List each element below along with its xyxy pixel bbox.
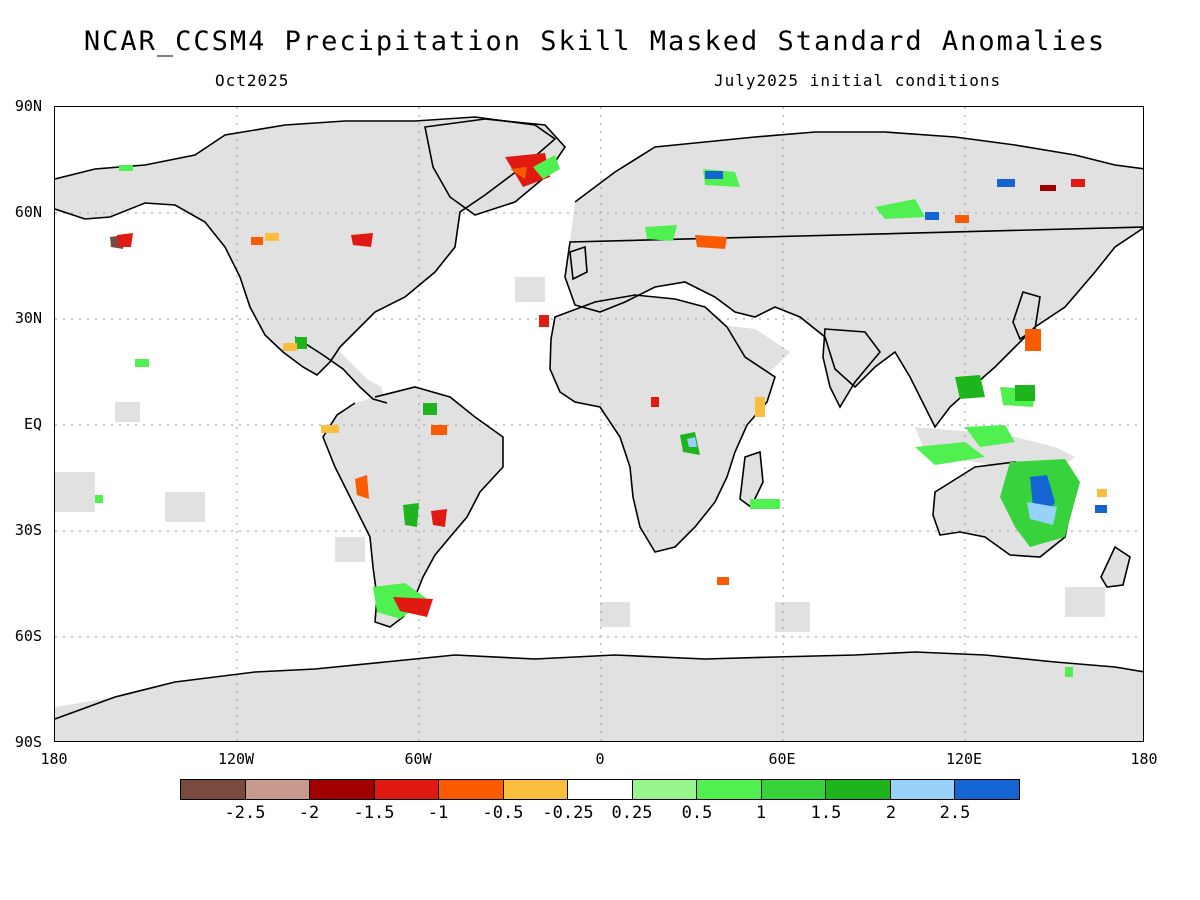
greenland-landmass (425, 119, 565, 215)
colorbar-label: -1.5 (353, 803, 395, 823)
lon-label-180e: 180 (1130, 750, 1158, 768)
anomaly-patches (95, 153, 1107, 677)
lon-label-0: 0 (595, 750, 605, 768)
madagascar-landmass (740, 452, 763, 507)
lon-label-120e: 120E (945, 750, 983, 768)
colorbar-cell (503, 780, 569, 799)
colorbar-cell (697, 780, 762, 799)
india-landmass (823, 329, 880, 407)
lat-label-60s: 60S (14, 627, 42, 645)
arabia-landmass (695, 322, 790, 377)
colorbar-label: -0.25 (542, 803, 594, 823)
africa-landmass (550, 295, 775, 552)
lon-label-60w: 60W (404, 750, 432, 768)
lon-label-120w: 120W (217, 750, 255, 768)
lat-label-60n: 60N (14, 203, 42, 221)
colorbar-label: -2.5 (224, 803, 266, 823)
colorbar-cell (374, 780, 440, 799)
lat-label-eq: EQ (23, 415, 42, 433)
north-america-landmass (55, 117, 555, 375)
colorbar-label: 2 (885, 803, 897, 823)
lon-label-60e: 60E (768, 750, 796, 768)
map-title: NCAR_CCSM4 Precipitation Skill Masked St… (83, 26, 1107, 57)
colorbar-label: -0.5 (482, 803, 524, 823)
initial-conditions: July2025 initial conditions (714, 71, 1002, 90)
lon-label-180w: 180 (40, 750, 68, 768)
central-america-landmass (295, 329, 387, 403)
map-canvas (55, 107, 1143, 741)
colorbar-cell (826, 780, 891, 799)
colorbar-label: 1.5 (810, 803, 842, 823)
colorbar-cell (568, 780, 633, 799)
colorbar (180, 779, 1020, 800)
lat-label-30n: 30N (14, 309, 42, 327)
world-map (54, 106, 1144, 742)
antarctica-landmass (55, 652, 1143, 741)
uk-landmass (570, 247, 587, 279)
forecast-month: Oct2025 (215, 71, 290, 90)
eurasia-landmass (565, 132, 1143, 427)
colorbar-cell (761, 780, 827, 799)
new-zealand-landmass (1101, 547, 1130, 587)
coastlines (55, 116, 1143, 720)
colorbar-label: 2.5 (939, 803, 971, 823)
colorbar-cell (632, 780, 698, 799)
colorbar-cell (245, 780, 311, 799)
lat-label-90s: 90S (14, 733, 42, 751)
lat-label-30s: 30S (14, 521, 42, 539)
colorbar-label: -2 (298, 803, 320, 823)
colorbar-cell (890, 780, 956, 799)
colorbar-cell (181, 780, 246, 799)
graticule (55, 107, 1143, 741)
colorbar-cell (439, 780, 504, 799)
lat-label-90n: 90N (14, 97, 42, 115)
colorbar-label: 0.25 (611, 803, 653, 823)
colorbar-label: 0.5 (681, 803, 713, 823)
colorbar-cell (955, 780, 1019, 799)
colorbar-cell (310, 780, 375, 799)
colorbar-label: 1 (755, 803, 767, 823)
colorbar-label: -1 (427, 803, 449, 823)
